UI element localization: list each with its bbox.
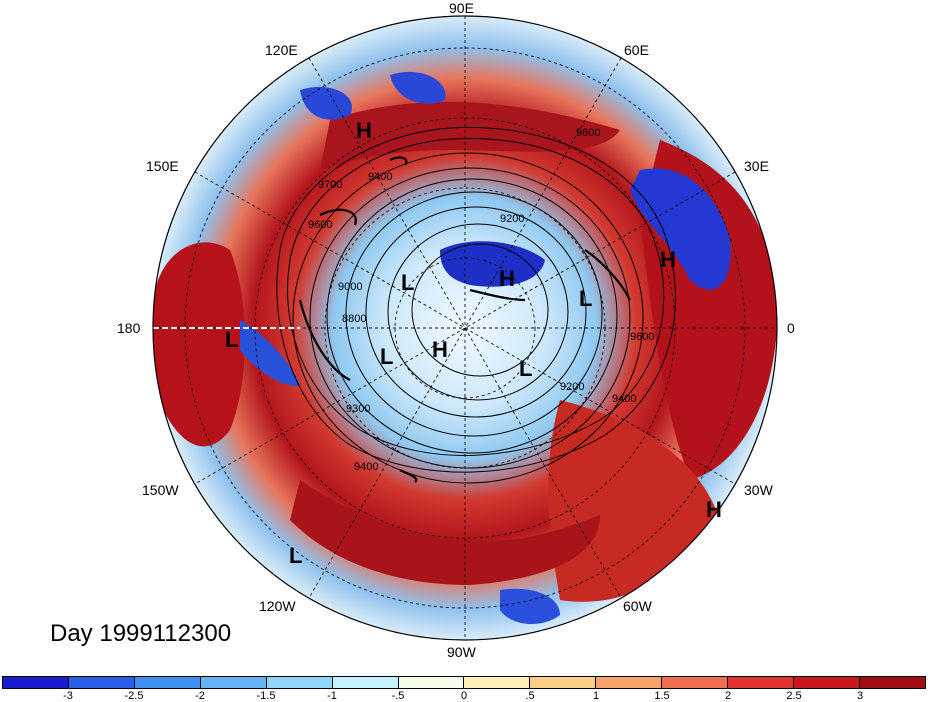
colorbar-tick: 3 — [856, 690, 864, 702]
longitude-label-120e: 120E — [265, 42, 298, 58]
high-pressure-marker: H — [432, 337, 448, 362]
colorbar-segment — [266, 677, 333, 688]
colorbar-tick: -3 — [63, 690, 73, 702]
anomaly-field — [153, 16, 777, 640]
colorbar-tick: -2 — [195, 690, 205, 702]
colorbar-segment — [332, 677, 399, 688]
low-pressure-marker: L — [401, 270, 415, 295]
low-pressure-marker: L — [289, 543, 303, 568]
contour-label: 9400 — [354, 461, 378, 473]
colorbar-tick: 2 — [724, 690, 732, 702]
longitude-label-150w: 150W — [142, 482, 179, 498]
high-pressure-marker: H — [499, 266, 515, 291]
longitude-label-120w: 120W — [259, 598, 296, 614]
longitude-label-90e: 90E — [449, 0, 474, 16]
longitude-label-180: 180 — [117, 320, 141, 336]
high-pressure-marker: H — [706, 497, 722, 522]
jet-cores — [298, 156, 631, 483]
low-pressure-marker: L — [380, 344, 394, 369]
longitude-label-150e: 150E — [146, 158, 179, 174]
contour-label: 9700 — [318, 179, 342, 191]
colorbar-tick: -2.5 — [124, 690, 144, 702]
low-pressure-marker: L — [519, 356, 533, 381]
colorbar-tick: -1 — [327, 690, 337, 702]
longitude-label-60e: 60E — [624, 42, 649, 58]
colorbar-segment — [464, 677, 531, 688]
contour-label: 9600 — [308, 219, 332, 231]
contour-label: 9400 — [368, 171, 392, 183]
longitude-label-90w: 90W — [447, 644, 476, 660]
colorbar-tick: 0 — [460, 690, 468, 702]
colorbar-segment — [530, 677, 597, 688]
low-pressure-marker: L — [579, 286, 593, 311]
colorbar-segment — [134, 677, 201, 688]
colorbar-tick: 1.5 — [654, 690, 670, 702]
longitude-label-30e: 30E — [744, 158, 769, 174]
low-pressure-marker: L — [225, 327, 239, 352]
high-pressure-marker: H — [660, 247, 676, 272]
longitude-label-60w: 60W — [623, 598, 652, 614]
colorbar-tick: .5 — [525, 690, 535, 702]
colorbar-segment — [68, 677, 135, 688]
colorbar-segment — [596, 677, 663, 688]
contour-label: 9200 — [500, 213, 524, 225]
contour-label: 9600 — [630, 331, 654, 343]
colorbar-segment — [3, 677, 69, 688]
contour-lines — [276, 126, 676, 484]
contour-label: 9200 — [560, 381, 584, 393]
longitude-label-0: 0 — [787, 320, 795, 336]
contour-label: 8800 — [342, 313, 366, 325]
contour-label: 9600 — [576, 127, 600, 139]
date-title: Day 1999112300 — [50, 620, 232, 647]
contour-label: 9300 — [346, 403, 370, 415]
colorbar-tick: -1.5 — [256, 690, 276, 702]
longitude-label-30w: 30W — [744, 482, 773, 498]
colorbar-segment — [200, 677, 267, 688]
colorbar-segment — [859, 677, 925, 688]
colorbar-segment — [398, 677, 465, 688]
colorbar-tick: 2.5 — [786, 690, 802, 702]
colorbar-segment — [662, 677, 729, 688]
colorbar — [2, 676, 926, 689]
colorbar-tick: 1 — [592, 690, 600, 702]
contour-label: 9000 — [338, 281, 362, 293]
colorbar-tick: -.5 — [391, 690, 405, 702]
high-pressure-marker: H — [356, 118, 372, 143]
colorbar-segment — [728, 677, 795, 688]
contour-label: 9400 — [612, 393, 636, 405]
map-boundary — [152, 15, 778, 641]
contour-label-group: 9600 9700 9400 9600 9200 8800 9300 9400 … — [308, 127, 654, 473]
colorbar-segment — [794, 677, 860, 688]
